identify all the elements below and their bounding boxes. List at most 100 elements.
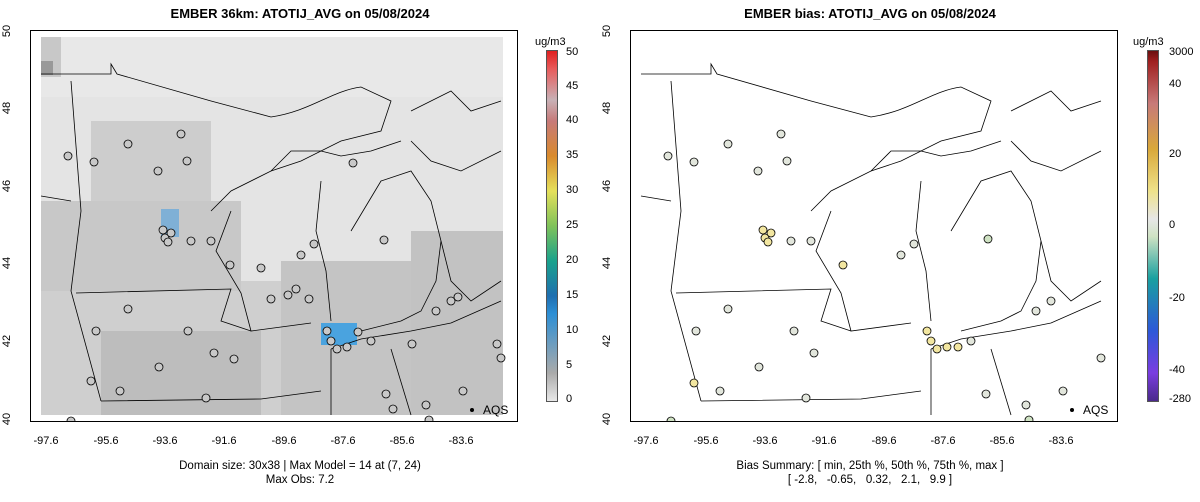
left-cbar-label-20: 20 xyxy=(566,254,579,266)
bias-marker[interactable] xyxy=(776,129,786,139)
station-marker[interactable] xyxy=(183,326,193,336)
station-marker[interactable] xyxy=(366,336,376,346)
station-marker[interactable] xyxy=(123,139,133,149)
right-xtick-6: -87.6 xyxy=(930,435,956,447)
station-marker[interactable] xyxy=(266,294,276,304)
bias-marker[interactable] xyxy=(926,336,936,346)
station-marker[interactable] xyxy=(115,386,125,396)
station-marker[interactable] xyxy=(158,225,168,235)
bias-marker[interactable] xyxy=(754,362,764,372)
station-marker[interactable] xyxy=(176,129,186,139)
left-ytick-46: 46 xyxy=(1,179,13,193)
bias-marker[interactable] xyxy=(766,228,776,238)
bias-marker[interactable] xyxy=(983,234,993,244)
model-grid-ohio xyxy=(411,231,503,415)
bias-marker[interactable] xyxy=(1031,306,1041,316)
station-marker[interactable] xyxy=(283,290,293,300)
station-marker[interactable] xyxy=(63,151,73,161)
station-marker[interactable] xyxy=(353,327,363,337)
bias-marker[interactable] xyxy=(981,389,991,399)
bias-marker[interactable] xyxy=(922,326,932,336)
station-marker[interactable] xyxy=(458,386,468,396)
bias-marker[interactable] xyxy=(691,326,701,336)
station-marker[interactable] xyxy=(256,263,266,273)
bias-marker[interactable] xyxy=(1058,386,1068,396)
station-marker[interactable] xyxy=(163,237,173,247)
bias-marker[interactable] xyxy=(663,151,673,161)
bias-marker[interactable] xyxy=(809,348,819,358)
station-marker[interactable] xyxy=(388,404,398,414)
bias-marker[interactable] xyxy=(723,139,733,149)
station-marker[interactable] xyxy=(206,236,216,246)
station-marker[interactable] xyxy=(225,260,235,270)
station-marker[interactable] xyxy=(424,415,434,421)
bias-marker[interactable] xyxy=(801,393,811,403)
station-marker[interactable] xyxy=(492,339,502,349)
state-borders xyxy=(640,62,1102,416)
bias-marker[interactable] xyxy=(666,416,676,421)
station-marker[interactable] xyxy=(209,348,219,358)
station-marker[interactable] xyxy=(332,344,342,354)
station-marker[interactable] xyxy=(86,376,96,386)
bias-marker[interactable] xyxy=(753,166,763,176)
bias-marker[interactable] xyxy=(782,156,792,166)
bias-marker[interactable] xyxy=(1021,400,1031,410)
model-grid-corner-dark xyxy=(41,61,53,75)
station-marker[interactable] xyxy=(309,239,319,249)
station-marker[interactable] xyxy=(123,304,133,314)
station-marker[interactable] xyxy=(496,353,506,363)
bias-marker[interactable] xyxy=(715,386,725,396)
bias-marker[interactable] xyxy=(806,236,816,246)
station-marker[interactable] xyxy=(153,166,163,176)
left-xtick-1: -97.6 xyxy=(33,435,59,447)
station-marker[interactable] xyxy=(348,158,358,168)
bias-marker[interactable] xyxy=(758,225,768,235)
bias-marker[interactable] xyxy=(896,250,906,260)
station-marker[interactable] xyxy=(166,228,176,238)
left-xtick-8: -83.6 xyxy=(448,435,474,447)
station-marker[interactable] xyxy=(89,157,99,167)
station-marker[interactable] xyxy=(431,306,441,316)
bias-marker[interactable] xyxy=(689,378,699,388)
bias-marker[interactable] xyxy=(1096,353,1106,363)
station-marker[interactable] xyxy=(304,294,314,304)
bias-marker[interactable] xyxy=(942,342,952,352)
station-marker[interactable] xyxy=(446,296,456,306)
right-map-title: EMBER bias: ATOTIJ_AVG on 05/08/2024 xyxy=(744,6,996,21)
bias-marker[interactable] xyxy=(1046,296,1056,306)
bias-marker[interactable] xyxy=(932,344,942,354)
station-marker[interactable] xyxy=(186,236,196,246)
station-marker[interactable] xyxy=(326,336,336,346)
station-marker[interactable] xyxy=(421,400,431,410)
bias-marker[interactable] xyxy=(953,342,963,352)
station-marker[interactable] xyxy=(229,354,239,364)
bias-marker[interactable] xyxy=(689,157,699,167)
station-marker[interactable] xyxy=(182,156,192,166)
bias-marker[interactable] xyxy=(909,239,919,249)
bias-marker[interactable] xyxy=(763,237,773,247)
bias-marker[interactable] xyxy=(789,326,799,336)
bias-marker[interactable] xyxy=(966,336,976,346)
station-marker[interactable] xyxy=(342,342,352,352)
station-marker[interactable] xyxy=(381,389,391,399)
station-marker[interactable] xyxy=(201,393,211,403)
station-marker[interactable] xyxy=(154,362,164,372)
left-xtick-2: -95.6 xyxy=(93,435,119,447)
station-marker[interactable] xyxy=(66,416,76,421)
left-colorbar-unit: ug/m3 xyxy=(535,36,566,48)
left-cbar-label-15: 15 xyxy=(566,289,579,301)
left-ytick-48: 48 xyxy=(1,101,13,115)
left-xtick-6: -87.6 xyxy=(330,435,356,447)
bias-marker[interactable] xyxy=(786,236,796,246)
bias-marker[interactable] xyxy=(1024,415,1034,421)
station-marker[interactable] xyxy=(291,284,301,294)
station-marker[interactable] xyxy=(379,235,389,245)
bias-marker[interactable] xyxy=(723,304,733,314)
bias-marker[interactable] xyxy=(838,260,848,270)
station-marker[interactable] xyxy=(91,326,101,336)
station-marker[interactable] xyxy=(296,250,306,260)
right-ytick-46: 46 xyxy=(601,179,613,193)
station-marker[interactable] xyxy=(407,339,417,349)
station-marker[interactable] xyxy=(322,326,332,336)
station-marker[interactable] xyxy=(453,292,463,302)
